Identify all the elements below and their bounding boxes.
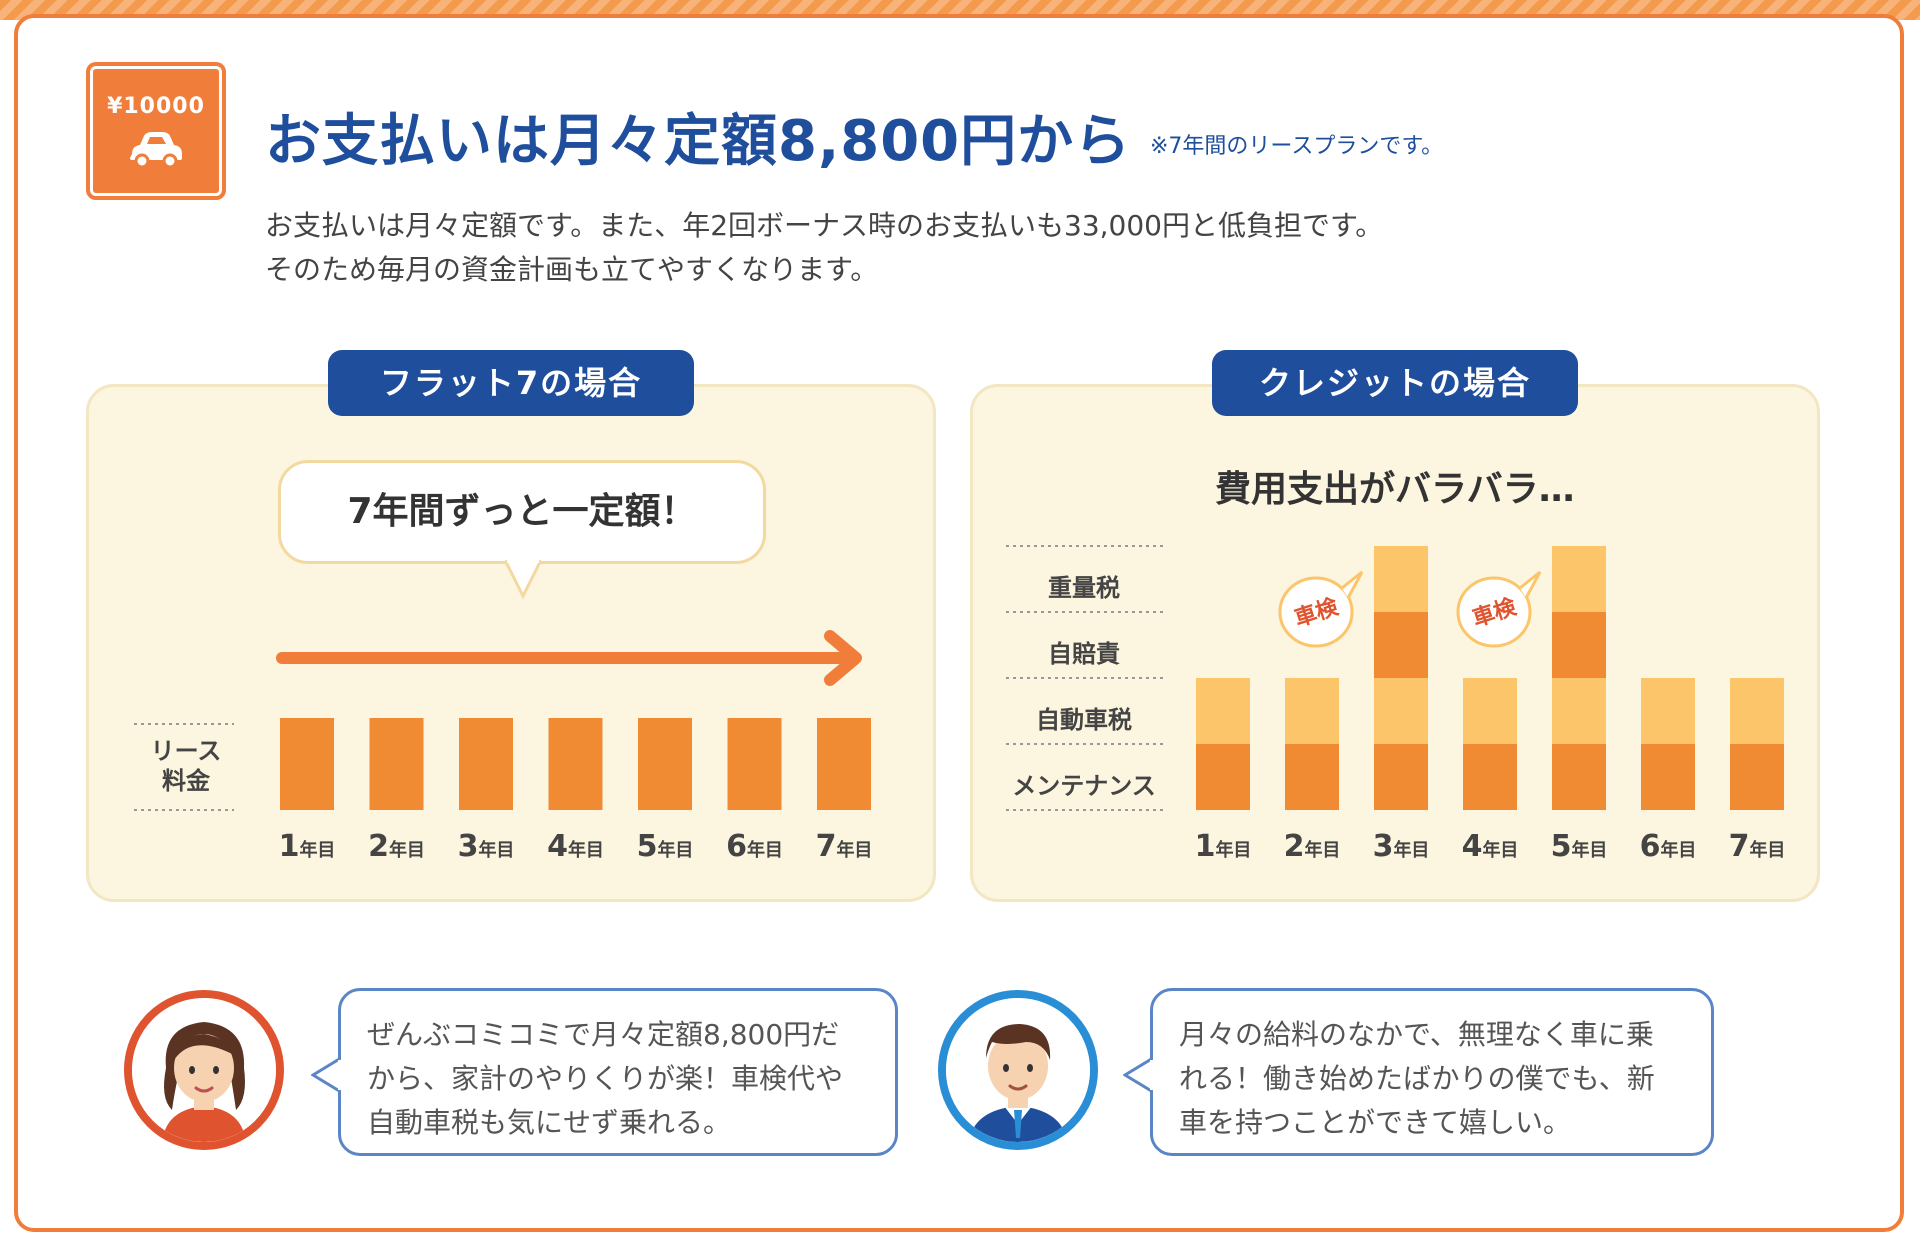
- woman-face-icon: [132, 998, 276, 1142]
- price-logo: ¥10000: [86, 62, 226, 200]
- credit-bar-4-seg-2: [1463, 678, 1517, 744]
- woman-testimonial-line-2: から、家計のやりくりが楽！車検代や: [367, 1062, 844, 1095]
- credit-chart-title: 費用支出がバラバラ…: [1215, 469, 1575, 510]
- right-tick-4: 4年目: [1462, 829, 1519, 864]
- left-tick-4: 4年目: [547, 829, 604, 864]
- page-title: お支払いは月々定額8,800円から: [265, 109, 1132, 174]
- man-avatar: [938, 990, 1098, 1150]
- left-tick-7: 7年目: [816, 829, 873, 864]
- left-tick-6: 6年目: [726, 829, 783, 864]
- inspection-badge-1: 車検: [1278, 570, 1364, 648]
- credit-bar-5-seg-3: [1552, 612, 1606, 678]
- row-label-weight-tax: 重量税: [1048, 574, 1120, 602]
- woman-testimonial-line-1: ぜんぶコミコミで月々定額8,800円だ: [367, 1018, 840, 1051]
- constant-amount-bubble: 7年間ずっと一定額！: [278, 460, 766, 564]
- row-label-vehicle-tax: 自動車税: [1036, 706, 1132, 734]
- description: お支払いは月々定額です。また、年2回ボーナス時のお支払いも33,000円と低負担…: [265, 204, 1383, 292]
- right-tick-1: 1年目: [1195, 829, 1252, 864]
- car-icon: [130, 132, 182, 168]
- left-tick-3: 3年目: [458, 829, 515, 864]
- man-testimonial: 月々の給料のなかで、無理なく車に乗 れる！働き始めたばかりの僕でも、新 車を持つ…: [1150, 988, 1714, 1156]
- credit-bar-5-seg-4: [1552, 546, 1606, 612]
- lease-bar-4: [548, 718, 603, 810]
- bubble-tail: [505, 560, 541, 600]
- credit-bar-1-seg-2: [1196, 678, 1250, 744]
- lease-fee-label-line-1: リース: [150, 737, 222, 765]
- credit-bar-2-seg-2: [1285, 678, 1339, 744]
- description-line-2: そのため毎月の資金計画も立てやすくなります。: [265, 253, 879, 286]
- woman-testimonial: ぜんぶコミコミで月々定額8,800円だ から、家計のやりくりが楽！車検代や 自動…: [338, 988, 898, 1156]
- right-tick-5: 5年目: [1551, 829, 1608, 864]
- lease-bar-5: [638, 718, 692, 810]
- man-testimonial-line-3: 車を持つことができて嬉しい。: [1179, 1106, 1572, 1139]
- left-tick-5: 5年目: [637, 829, 694, 864]
- man-speech-tail: [1123, 1058, 1153, 1092]
- left-tick-2: 2年目: [368, 829, 425, 864]
- right-tick-2: 2年目: [1284, 829, 1341, 864]
- credit-bar-3-seg-3: [1374, 612, 1428, 678]
- credit-bar-7-seg-1: [1730, 744, 1784, 810]
- lease-bar-1: [280, 718, 334, 810]
- logo-price-label: ¥10000: [107, 94, 205, 119]
- credit-bar-3-seg-4: [1374, 546, 1428, 612]
- credit-bar-6-seg-2: [1641, 678, 1695, 744]
- credit-bar-5-seg-1: [1552, 744, 1606, 810]
- lease-bar-6: [727, 718, 782, 810]
- woman-testimonial-line-3: 自動車税も気にせず乗れる。: [367, 1106, 732, 1139]
- lease-fee-label: リース 料金: [132, 736, 240, 796]
- lease-bar-7: [817, 718, 871, 810]
- right-tick-7: 7年目: [1729, 829, 1786, 864]
- credit-tab-label: クレジットの場合: [1212, 350, 1578, 416]
- description-line-1: お支払いは月々定額です。また、年2回ボーナス時のお支払いも33,000円と低負担…: [265, 209, 1384, 242]
- credit-bar-5-seg-2: [1552, 678, 1606, 744]
- man-testimonial-line-1: 月々の給料のなかで、無理なく車に乗: [1179, 1018, 1654, 1051]
- woman-avatar: [124, 990, 284, 1150]
- man-face-icon: [946, 998, 1090, 1142]
- credit-bar-4-seg-1: [1463, 744, 1517, 810]
- timeline-arrow: [276, 630, 862, 686]
- credit-bar-3-seg-1: [1374, 744, 1428, 810]
- credit-bar-6-seg-1: [1641, 744, 1695, 810]
- credit-bar-3-seg-2: [1374, 678, 1428, 744]
- inspection-badge-2: 車検: [1456, 570, 1542, 648]
- flat7-tab-label: フラット7の場合: [328, 350, 694, 416]
- left-tick-1: 1年目: [279, 829, 336, 864]
- woman-speech-tail: [311, 1058, 341, 1092]
- man-testimonial-line-2: れる！働き始めたばかりの僕でも、新: [1179, 1062, 1655, 1095]
- lease-fee-label-line-2: 料金: [162, 767, 210, 795]
- credit-bar-1-seg-1: [1196, 744, 1250, 810]
- credit-bar-7-seg-2: [1730, 678, 1784, 744]
- row-label-maintenance: メンテナンス: [1012, 772, 1156, 800]
- right-tick-6: 6年目: [1640, 829, 1697, 864]
- row-label-liability-insurance: 自賠責: [1048, 640, 1120, 668]
- lease-bar-3: [459, 718, 513, 810]
- credit-bar-2-seg-1: [1285, 744, 1339, 810]
- lease-bar-2: [369, 718, 424, 810]
- right-tick-3: 3年目: [1373, 829, 1430, 864]
- title-note: ※7年間のリースプランです。: [1150, 134, 1444, 159]
